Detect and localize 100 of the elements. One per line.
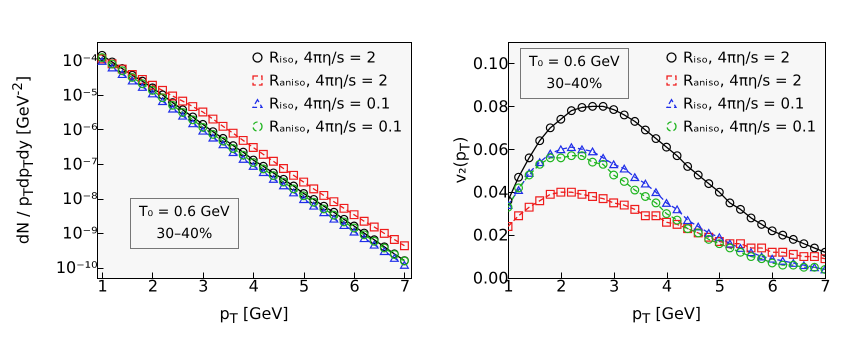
point xyxy=(158,86,167,95)
point xyxy=(178,108,188,117)
x-tick-label: 6 xyxy=(768,276,778,296)
point xyxy=(380,228,389,238)
point xyxy=(128,76,137,85)
point xyxy=(778,260,788,270)
point xyxy=(248,162,258,170)
point xyxy=(218,140,228,148)
point xyxy=(757,220,766,229)
point xyxy=(279,181,288,190)
point xyxy=(640,192,650,201)
point xyxy=(309,202,318,210)
point xyxy=(799,252,808,262)
point xyxy=(704,228,714,237)
point xyxy=(299,195,308,204)
point xyxy=(370,240,379,249)
point xyxy=(168,92,178,100)
point xyxy=(168,100,178,110)
point xyxy=(662,198,671,207)
point xyxy=(799,239,808,248)
point xyxy=(598,102,608,111)
point xyxy=(299,189,308,198)
point xyxy=(319,190,328,200)
point xyxy=(535,158,544,166)
point xyxy=(319,202,328,211)
point xyxy=(238,136,248,145)
point xyxy=(810,244,819,252)
point xyxy=(208,127,218,136)
point xyxy=(620,164,629,173)
point xyxy=(598,194,608,204)
point xyxy=(400,260,409,269)
point xyxy=(788,259,798,267)
point xyxy=(566,188,576,197)
point xyxy=(339,217,348,226)
x-tick-label: 1 xyxy=(97,276,108,296)
point xyxy=(228,128,238,138)
point xyxy=(757,243,766,252)
point xyxy=(309,194,318,204)
point xyxy=(546,150,555,158)
point xyxy=(736,244,745,252)
point xyxy=(672,220,682,229)
x-tick-label: 5 xyxy=(714,276,725,296)
point xyxy=(360,216,369,226)
point xyxy=(289,170,298,180)
point xyxy=(640,211,650,220)
y-tick-label: 0.04 xyxy=(472,182,508,202)
point xyxy=(309,198,318,207)
legend-label: Rₐₙᵢₛₒ, 4πη/s = 0.1 xyxy=(269,118,402,136)
point xyxy=(370,222,379,232)
point xyxy=(598,154,608,162)
point xyxy=(714,188,724,197)
point xyxy=(158,97,167,106)
point xyxy=(188,119,198,128)
y-tick-label: 10⁻⁸ xyxy=(62,189,98,208)
point xyxy=(218,122,228,131)
legend-label: Rₐₙᵢₛₒ, 4πη/s = 0.1 xyxy=(683,118,816,136)
point xyxy=(178,112,188,120)
point xyxy=(620,110,629,120)
y-tick-label: 10⁻¹⁰ xyxy=(56,258,98,278)
point xyxy=(268,174,278,183)
point xyxy=(258,150,268,159)
point xyxy=(704,179,714,188)
point xyxy=(268,168,278,178)
point xyxy=(524,170,534,180)
point xyxy=(524,153,534,162)
point xyxy=(309,184,318,194)
point xyxy=(588,192,598,201)
point xyxy=(620,200,629,210)
point xyxy=(662,142,671,152)
point xyxy=(746,243,756,252)
y-tick-label: 10⁻⁷ xyxy=(62,154,98,174)
point xyxy=(228,141,238,150)
legend-label: Rᵢₛₒ, 4πη/s = 0.1 xyxy=(269,94,390,112)
point xyxy=(168,98,178,108)
legend-label: Rᵢₛₒ, 4πη/s = 2 xyxy=(683,48,790,66)
point xyxy=(546,190,555,199)
point xyxy=(566,151,576,160)
legend-label: Rₐₙᵢₛₒ, 4πη/s = 2 xyxy=(683,72,802,90)
point xyxy=(620,176,629,186)
point xyxy=(768,248,777,257)
point xyxy=(198,122,208,132)
point xyxy=(524,168,534,177)
point xyxy=(268,156,278,166)
point xyxy=(778,230,788,240)
point xyxy=(400,241,409,250)
point xyxy=(258,164,268,174)
point xyxy=(799,262,808,272)
point xyxy=(299,191,308,200)
point xyxy=(640,180,650,188)
point xyxy=(208,114,218,124)
point xyxy=(609,105,618,114)
y-tick-label: 0.06 xyxy=(472,140,508,159)
point xyxy=(390,235,399,244)
point xyxy=(757,252,766,260)
point xyxy=(630,186,640,194)
x-tick-label: 7 xyxy=(400,276,410,296)
point xyxy=(178,105,188,114)
point xyxy=(757,254,766,264)
point xyxy=(279,164,288,173)
point xyxy=(98,57,107,65)
